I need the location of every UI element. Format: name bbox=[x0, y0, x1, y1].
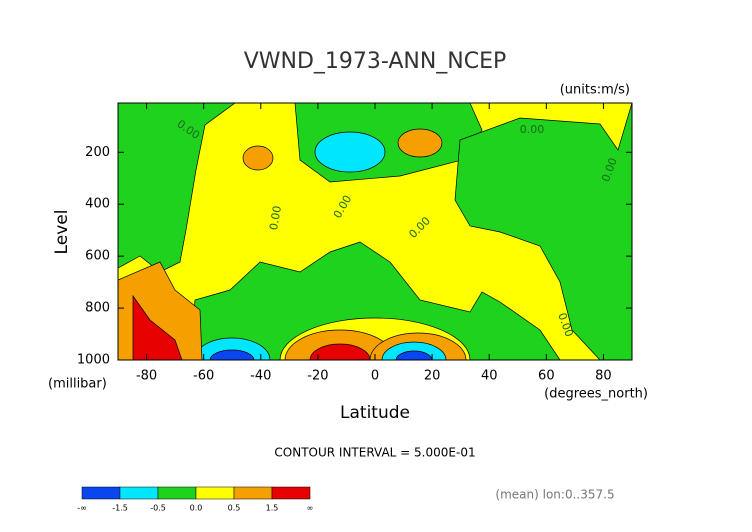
contour-region bbox=[242, 145, 274, 171]
chart-title: VWND_1973-ANN_NCEP bbox=[244, 49, 507, 74]
colorbar-label: 0.5 bbox=[228, 504, 241, 513]
footnote: (mean) lon:0..357.5 bbox=[495, 488, 614, 502]
contour-region bbox=[209, 349, 255, 360]
y-axis-label: Level bbox=[52, 210, 72, 255]
units: (units:m/s) bbox=[560, 83, 630, 98]
x-axis-unit: (degrees_north) bbox=[544, 387, 648, 402]
y-tick-label: 1000 bbox=[77, 353, 110, 368]
colorbar-swatch bbox=[233, 486, 273, 500]
x-tick-label: -40 bbox=[250, 369, 271, 384]
contour-label: 0.00 bbox=[520, 123, 545, 136]
colorbar-label: ∞ bbox=[307, 504, 314, 513]
x-tick-label: 40 bbox=[481, 369, 498, 384]
y-tick-label: 800 bbox=[85, 301, 110, 316]
x-tick-label: 20 bbox=[424, 369, 441, 384]
colorbar-label: 0.0 bbox=[190, 504, 203, 513]
contour-region bbox=[395, 350, 433, 360]
x-axis-label: Latitude bbox=[340, 403, 410, 423]
colorbar-label: -1.5 bbox=[112, 504, 128, 513]
contour-label: 0.00 bbox=[267, 205, 284, 231]
colorbar-swatch bbox=[81, 486, 121, 500]
y-tick-label: 200 bbox=[85, 145, 110, 160]
colorbar-swatch bbox=[271, 486, 311, 500]
y-tick-label: 600 bbox=[85, 249, 110, 264]
y-axis-unit: (millibar) bbox=[48, 377, 107, 392]
x-tick-label: 0 bbox=[371, 369, 379, 384]
colorbar-swatch bbox=[119, 486, 159, 500]
colorbar-swatch bbox=[195, 486, 235, 500]
contour-region bbox=[397, 128, 443, 158]
x-tick-label: -60 bbox=[193, 369, 214, 384]
y-tick-label: 400 bbox=[85, 197, 110, 212]
colorbar-label: -∞ bbox=[77, 504, 87, 513]
colorbar-label: 1.5 bbox=[266, 504, 279, 513]
x-tick-label: -80 bbox=[136, 369, 157, 384]
x-tick-label: -20 bbox=[307, 369, 328, 384]
contour-region bbox=[314, 131, 386, 173]
x-tick-label: 80 bbox=[595, 369, 612, 384]
colorbar-swatch bbox=[157, 486, 197, 500]
colorbar-label: -0.5 bbox=[150, 504, 166, 513]
contour-field bbox=[118, 103, 632, 360]
contour-region bbox=[189, 241, 561, 360]
contour-interval: CONTOUR INTERVAL = 5.000E-01 bbox=[274, 446, 475, 460]
contour-region bbox=[132, 294, 183, 360]
contour-region bbox=[309, 343, 371, 360]
contour-region bbox=[454, 103, 632, 360]
contour-region bbox=[118, 103, 236, 273]
x-tick-label: 60 bbox=[538, 369, 555, 384]
